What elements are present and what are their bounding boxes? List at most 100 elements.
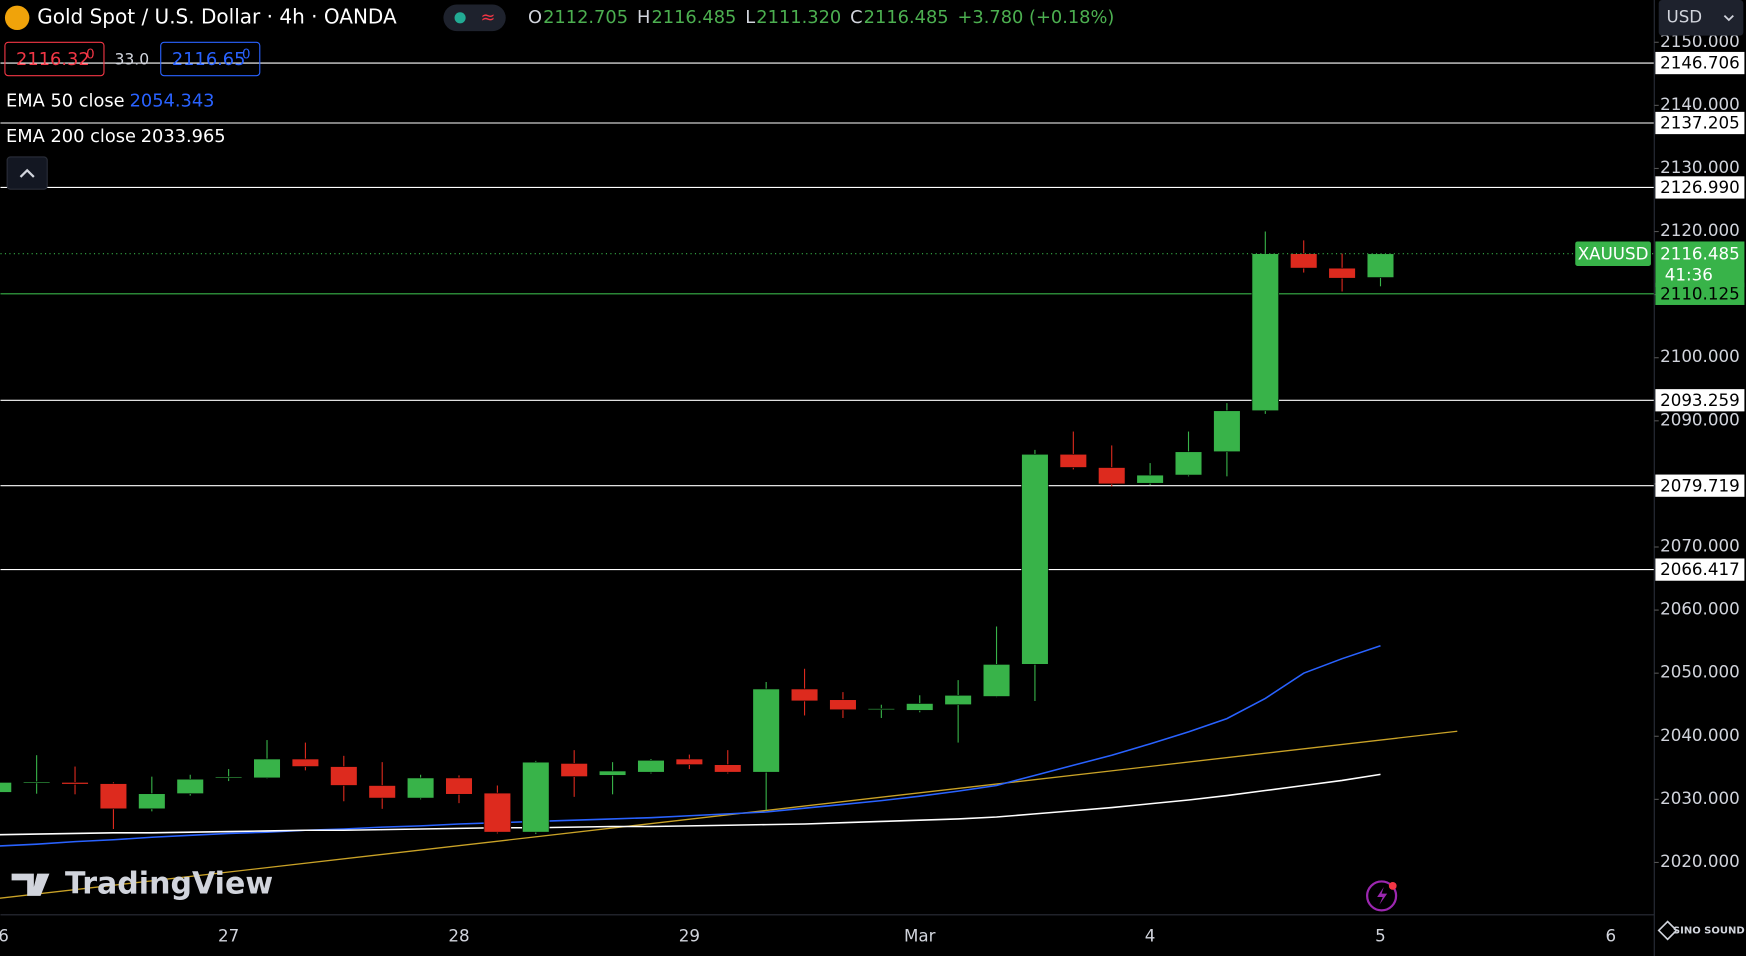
ohlc-value: 2111.320 [756, 7, 841, 28]
alert-icon[interactable] [1366, 880, 1398, 912]
candle-body [1213, 410, 1241, 453]
status-dot [454, 12, 466, 24]
watermark: TradingView [65, 866, 273, 901]
countdown: 41:36 [1665, 265, 1713, 284]
candle-body [483, 792, 512, 833]
ask-pip: 0 [242, 48, 251, 63]
candle-body [406, 777, 435, 799]
x-tick-label: 5 [1375, 927, 1386, 946]
alert-bolt [1377, 886, 1388, 905]
symbol-icon [4, 5, 30, 31]
candle-body [61, 781, 89, 785]
chart-title: Gold Spot / U.S. Dollar · 4h · OANDA [37, 4, 397, 28]
currency: USD [1667, 7, 1703, 26]
ema-line [0, 773, 1381, 836]
candle-body [1136, 474, 1164, 484]
price-label: 2079.719 [1660, 476, 1740, 495]
candle-body [714, 764, 742, 773]
ohlc: O 2112.705 H 2116.485 L 2111.320 C 2116.485 +3.7… [528, 7, 1114, 28]
x-tick-label: 6 [1606, 927, 1617, 946]
y-tick-label: 2140.000 [1660, 95, 1740, 114]
candle-body [99, 783, 128, 810]
candle-body [1290, 253, 1318, 269]
legend-value: 2054.343 [130, 90, 215, 111]
price-label: 2137.205 [1660, 114, 1740, 133]
candle-body [1098, 467, 1126, 485]
candle-body [790, 688, 819, 702]
y-tick-label: 2060.000 [1660, 600, 1740, 619]
y-tick-label: 2090.000 [1660, 410, 1740, 429]
candle-body [1174, 451, 1203, 476]
legend-value: 2033.965 [141, 126, 226, 147]
price-label-box [1655, 282, 1745, 305]
candle-body [176, 778, 204, 795]
candle-body [867, 708, 896, 711]
price-label: 2126.990 [1660, 178, 1740, 197]
buy-button[interactable] [160, 41, 261, 77]
price-label: 2093.259 [1660, 391, 1740, 410]
collapse-button[interactable] [6, 156, 48, 190]
alert-badge [1388, 881, 1397, 890]
last-price-box [1655, 241, 1745, 288]
logo-icon [1657, 920, 1678, 941]
candle-body [1021, 453, 1049, 665]
x-tick-label: Mar [904, 927, 936, 946]
legend-label: EMA 50 close [6, 90, 125, 111]
ohlc-key: L [745, 7, 755, 28]
currency-select[interactable] [1658, 0, 1744, 36]
y-tick-label: 2120.000 [1660, 221, 1740, 240]
y-tick-label: 2050.000 [1660, 663, 1740, 682]
ohlc-value: 2112.705 [543, 7, 628, 28]
y-tick-label: 2100.000 [1660, 347, 1740, 366]
trend-line [0, 730, 1458, 899]
sell-button[interactable] [4, 41, 105, 77]
bid-pip: 0 [86, 48, 94, 63]
y-tick-label: 2130.000 [1660, 158, 1740, 177]
y-tick-label: 2030.000 [1660, 789, 1740, 808]
candle-body [752, 688, 780, 773]
price-label: 2110.125 [1660, 284, 1740, 303]
candle-body [253, 758, 281, 779]
symbol-label: XAUUSD [1578, 244, 1649, 263]
spread: 33.0 [114, 51, 149, 69]
candle-body [22, 781, 51, 784]
last-price-label: 2116.485 [1660, 244, 1740, 263]
status-pill[interactable] [443, 4, 506, 32]
x-tick-label: 27 [218, 927, 239, 946]
x-tick-label: 4 [1145, 927, 1156, 946]
legend: Gold Spot / U.S. Dollar · 4h · OANDA ≈ O… [4, 0, 1745, 941]
price-label: 2066.417 [1660, 560, 1740, 579]
price-label: 2146.706 [1660, 54, 1740, 73]
price-label-box [1655, 176, 1745, 199]
candle-body [637, 759, 665, 773]
chevron [1723, 14, 1734, 22]
plot-area [0, 62, 1655, 899]
candle-body [214, 776, 243, 779]
candle-body [138, 793, 166, 810]
candle-body [1059, 453, 1088, 468]
watermark-logo [11, 873, 50, 896]
candle-body [675, 758, 704, 765]
legend-label: EMA 200 close [6, 126, 136, 147]
candle-body [944, 694, 972, 706]
price-label-box [1655, 111, 1745, 135]
logo-text: SINO SOUND [1673, 925, 1745, 936]
y-tick-label: 2070.000 [1660, 537, 1740, 556]
candle-body [982, 664, 1011, 697]
ohlc-change: +3.780 (+0.18%) [958, 7, 1115, 28]
candle-body [1328, 267, 1356, 279]
candle-body [368, 785, 396, 799]
x-tick-label: 28 [448, 927, 469, 946]
candle-body [598, 770, 627, 776]
y-tick-label: 2020.000 [1660, 852, 1740, 871]
ohlc-key: O [528, 7, 542, 28]
candle-body [0, 781, 12, 793]
price-label-box [1655, 558, 1745, 581]
price-label-box [1655, 51, 1745, 75]
candle-body [1366, 253, 1395, 278]
x-tick-label: 26 [0, 927, 9, 946]
candle-body [330, 766, 358, 786]
price-label-box [1655, 389, 1745, 412]
